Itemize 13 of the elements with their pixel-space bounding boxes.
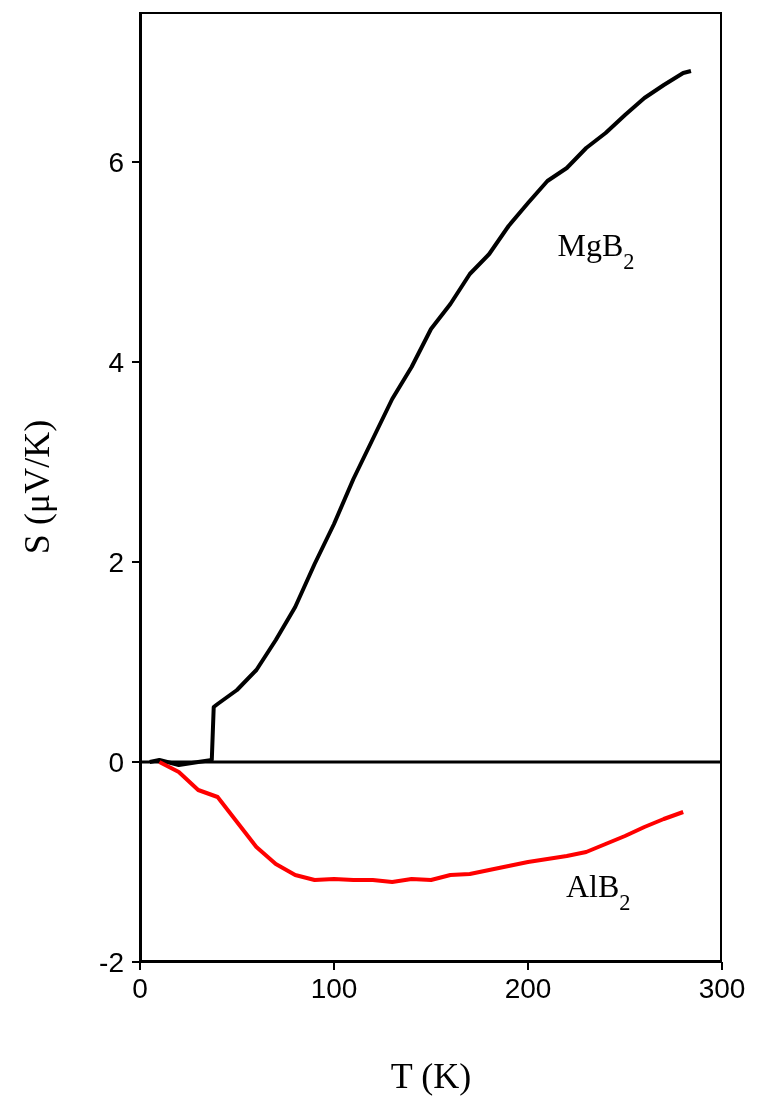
y-tick-label: 0 [108, 746, 124, 778]
y-tick-label: -2 [99, 946, 124, 978]
series-label: AlB$_{2}$ [565, 868, 631, 915]
y-tick-label: 2 [108, 546, 124, 578]
y-tick-label: 6 [108, 146, 124, 178]
x-tick-label: 200 [504, 972, 552, 1004]
y-tick-label: 4 [108, 346, 124, 378]
x-tick-label: 100 [310, 972, 358, 1004]
x-tick-label: 0 [132, 972, 148, 1004]
series-label: MgB$_{2}$ [557, 227, 635, 274]
x-tick-label: 300 [698, 972, 746, 1004]
x-axis-title: T (K) [390, 1056, 472, 1096]
y-axis-title: S (μV/K) [16, 419, 57, 555]
